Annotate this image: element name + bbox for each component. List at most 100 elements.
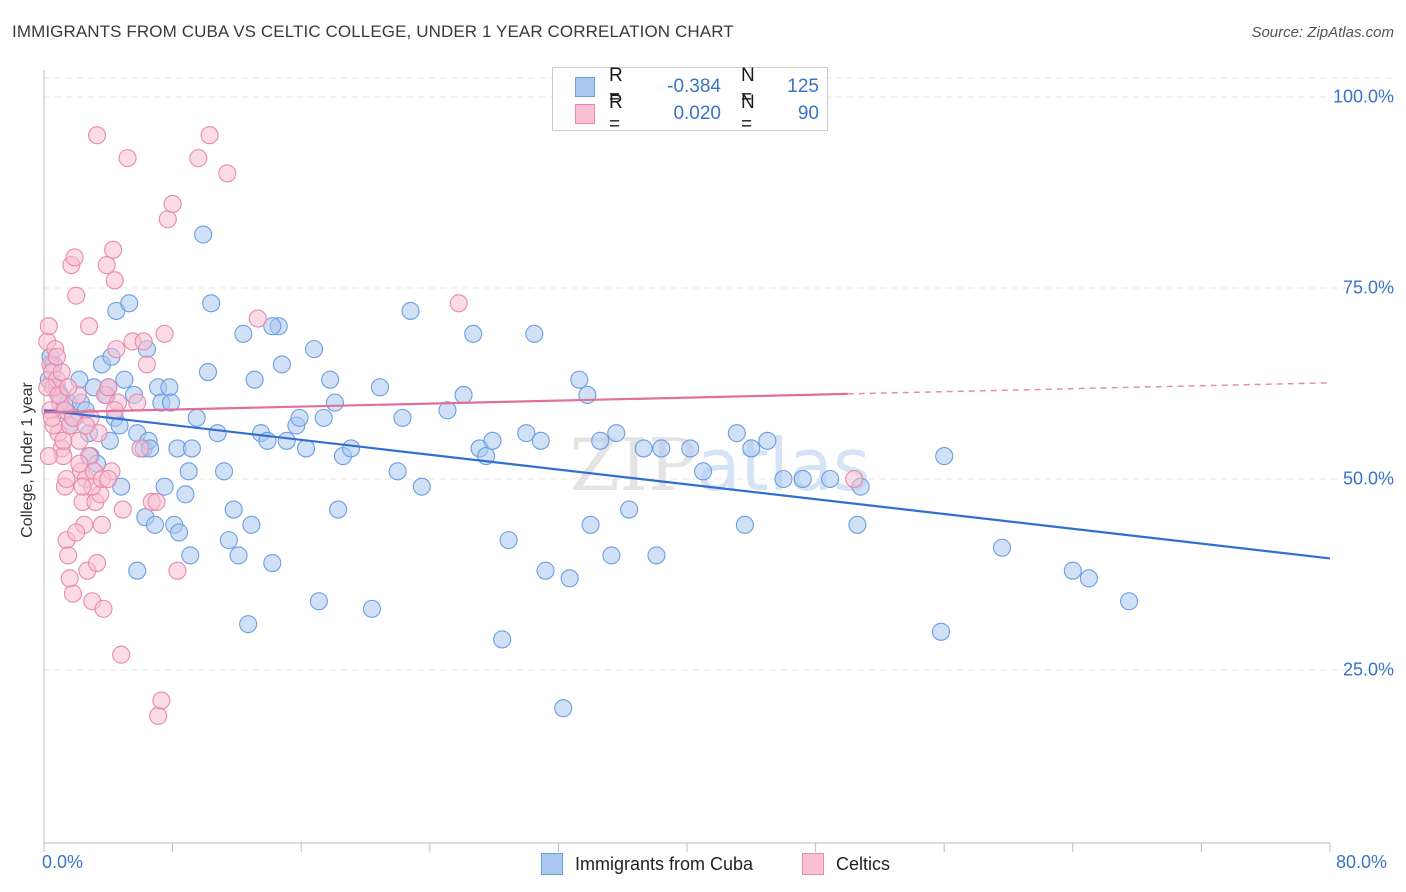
cuba-point — [652, 439, 671, 458]
cuba-point — [412, 477, 431, 496]
source-credit: Source: ZipAtlas.com — [1251, 24, 1394, 41]
cuba-point — [602, 546, 621, 565]
celtics-point — [59, 378, 78, 397]
r-value: 0.020 — [673, 103, 721, 124]
cuba-point — [321, 370, 340, 389]
cuba-point — [329, 500, 348, 519]
cuba-point — [161, 393, 181, 412]
celtics-point — [76, 416, 95, 435]
celtics-point — [218, 164, 237, 183]
cuba-point — [931, 622, 951, 641]
cuba-legend-label: Immigrants from Cuba — [575, 853, 754, 874]
legend-item-celtics[interactable]: Celtics — [802, 853, 890, 875]
cuba-point — [208, 424, 227, 443]
chart-title: IMMIGRANTS FROM CUBA VS CELTIC COLLEGE, … — [12, 22, 734, 41]
celtics-point — [845, 469, 864, 489]
cuba-point — [290, 408, 309, 427]
celtics-point — [57, 469, 76, 489]
celtics-point — [63, 584, 82, 603]
cuba-point — [570, 370, 589, 389]
celtics-legend-label: Celtics — [836, 853, 891, 874]
celtics-point — [54, 431, 73, 450]
celtics-point — [112, 645, 131, 664]
cuba-point — [145, 515, 164, 534]
cuba-point — [560, 569, 579, 588]
legend-item-cuba[interactable]: Immigrants from Cuba — [541, 853, 753, 875]
celtics-point — [39, 317, 58, 336]
cuba-point — [536, 561, 555, 580]
cuba-point — [454, 385, 473, 405]
cuba-point — [370, 378, 390, 397]
r-value: -0.384 — [667, 76, 721, 97]
cuba-point — [155, 477, 174, 496]
stats-legend: R = -0.384 N = 125 R = 0.020 N = 90 — [552, 65, 828, 135]
cuba-point — [229, 546, 248, 565]
cuba-point — [202, 294, 221, 313]
celtics-point — [60, 569, 79, 588]
celtics-point — [73, 477, 92, 496]
cuba-point — [848, 515, 867, 534]
n-label: N = — [741, 65, 755, 108]
n-value: 125 — [787, 76, 819, 97]
celtics-point — [99, 378, 118, 397]
cuba-point — [554, 699, 573, 718]
cuba-point — [517, 424, 536, 443]
cuba-point — [179, 462, 198, 481]
celtics-point — [131, 439, 150, 458]
celtics-point — [248, 309, 267, 328]
celtics-point — [105, 271, 124, 290]
celtics-point — [92, 515, 111, 534]
celtics-point — [104, 240, 123, 259]
cuba-point — [438, 401, 457, 420]
cuba-point — [169, 523, 189, 542]
cuba-point — [242, 515, 261, 534]
celtics-point — [149, 706, 168, 725]
celtics-point — [87, 126, 107, 145]
cuba-point — [194, 225, 213, 244]
cuba-point — [483, 431, 502, 450]
n-label: N = — [741, 92, 755, 135]
celtics-point — [137, 355, 156, 374]
x-tick-label-max: 80.0% — [1336, 852, 1388, 872]
cuba-point — [634, 439, 653, 458]
watermark: ZIPatlas — [570, 423, 871, 507]
cuba-point — [305, 340, 324, 359]
series-legend: Immigrants from Cuba Celtics — [0, 850, 1406, 880]
cuba-point — [115, 370, 134, 389]
cuba-point — [993, 538, 1012, 557]
cuba-point — [341, 439, 361, 458]
cuba-point — [1079, 569, 1098, 588]
celtics-trend-line — [43, 392, 848, 414]
celtics-point — [87, 553, 107, 573]
celtics-point — [79, 317, 99, 336]
celtics-point — [189, 149, 208, 168]
x-tick-label-min: 0.0% — [42, 852, 84, 872]
cuba-point — [735, 515, 754, 534]
cuba-point — [401, 301, 420, 320]
cuba-point — [591, 431, 610, 450]
cuba-point — [263, 317, 282, 336]
cuba-point — [219, 531, 238, 550]
y-tick-label-25: 25.0% — [1342, 659, 1394, 680]
cuba-legend-swatch — [541, 853, 563, 875]
cuba-point — [245, 370, 264, 389]
celtics-point — [94, 599, 113, 618]
cuba-point — [181, 546, 200, 565]
cuba-point — [393, 408, 412, 427]
cuba-point — [388, 462, 407, 481]
cuba-point — [793, 469, 812, 489]
celtics-point — [42, 408, 62, 427]
cuba-point — [263, 553, 282, 573]
cuba-swatch — [575, 77, 595, 97]
cuba-point — [182, 439, 201, 458]
celtics-point — [152, 691, 171, 710]
cuba-point — [314, 408, 333, 427]
y-tick-label-50: 50.0% — [1342, 468, 1394, 489]
cuba-point — [120, 294, 139, 313]
cuba-point — [581, 515, 600, 534]
celtics-point — [107, 340, 126, 359]
y-tick-label-100: 100.0% — [1332, 86, 1394, 107]
celtics-point — [70, 454, 89, 473]
cuba-point — [309, 592, 328, 611]
